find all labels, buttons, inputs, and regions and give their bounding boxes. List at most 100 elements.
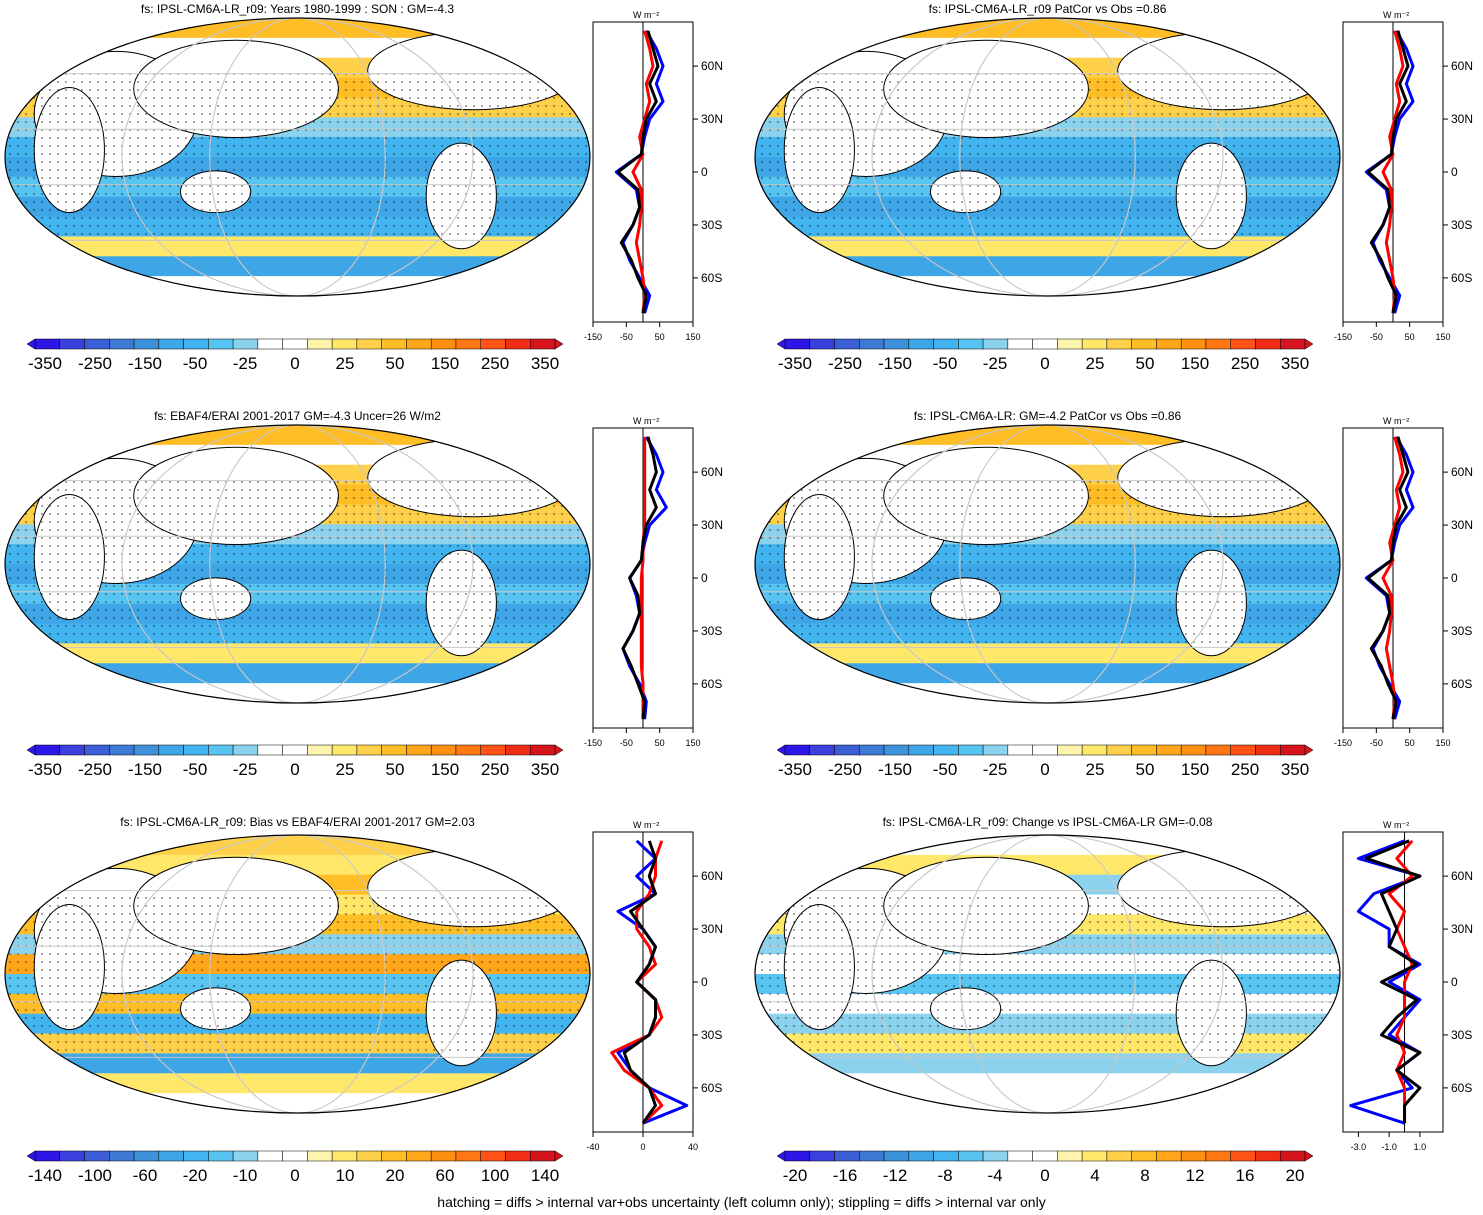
colorbar-tick-label: 250 bbox=[481, 760, 509, 779]
latitude-tick-label: 30S bbox=[701, 1028, 722, 1042]
units-label: W m⁻² bbox=[1383, 416, 1409, 426]
zonal-tick-label: -150 bbox=[1334, 332, 1352, 342]
zonal-series-line bbox=[631, 30, 655, 314]
colorbar-tick-label: 50 bbox=[386, 760, 405, 779]
colorbar-tick-label: -250 bbox=[828, 354, 862, 373]
latitude-tick-label: 30N bbox=[1451, 112, 1473, 126]
latitude-tick-label: 60S bbox=[1451, 677, 1472, 691]
zonal-series-line bbox=[610, 840, 664, 1125]
colorbar: -350 -250 -150 -50 -25 0 25 50 150 250 350 bbox=[26, 744, 564, 779]
colorbar-tick-label: -25 bbox=[233, 760, 258, 779]
units-label: W m⁻² bbox=[633, 820, 659, 830]
colorbar: -20 -16 -12 -8 -4 0 4 8 12 16 20 bbox=[776, 1150, 1314, 1185]
zonal-tick-label: -3.0 bbox=[1351, 1142, 1367, 1152]
zonal-tick-label: 50 bbox=[655, 738, 665, 748]
latitude-tick-label: 30N bbox=[1451, 922, 1473, 936]
colorbar-tick-label: -25 bbox=[983, 760, 1008, 779]
colorbar-tick-label: 250 bbox=[481, 354, 509, 373]
panel-title: fs: IPSL-CM6A-LR_r09: Change vs IPSL-CM6… bbox=[882, 815, 1213, 829]
zonal-series-line bbox=[621, 436, 658, 720]
zonal-series-line bbox=[616, 839, 689, 1125]
latitude-tick-label: 60N bbox=[701, 59, 723, 73]
colorbar-tick-label: 12 bbox=[1186, 1166, 1205, 1185]
colorbar-tick-label: 25 bbox=[1086, 354, 1105, 373]
zonal-tick-label: -150 bbox=[1334, 738, 1352, 748]
colorbar-tick-label: 0 bbox=[1040, 1166, 1049, 1185]
latitude-tick-label: 30S bbox=[701, 624, 722, 638]
zonal-tick-label: -150 bbox=[584, 332, 602, 342]
colorbar: -350 -250 -150 -50 -25 0 25 50 150 250 350 bbox=[776, 744, 1314, 779]
latitude-tick-label: 30N bbox=[701, 112, 723, 126]
zonal-mean-panel: W m⁻² 60N 30N 0 30S 60S -150 -50 50 150 bbox=[584, 416, 723, 748]
colorbar-tick-label: -150 bbox=[128, 354, 162, 373]
colorbar-tick-label: -350 bbox=[28, 760, 62, 779]
zonal-tick-label: 50 bbox=[655, 332, 665, 342]
colorbar-tick-label: -350 bbox=[778, 760, 812, 779]
colorbar-tick-label: 350 bbox=[531, 760, 559, 779]
colorbar-tick-label: -4 bbox=[987, 1166, 1002, 1185]
zonal-series-line bbox=[1364, 839, 1422, 1124]
zonal-series-line bbox=[1366, 30, 1410, 314]
colorbar-tick-label: 0 bbox=[1040, 760, 1049, 779]
colorbar-tick-label: 250 bbox=[1231, 354, 1259, 373]
colorbar-tick-label: -350 bbox=[778, 354, 812, 373]
zonal-series-line bbox=[1364, 30, 1415, 314]
colorbar: -140 -100 -60 -20 -10 0 10 20 60 100 140 bbox=[26, 1150, 564, 1185]
colorbar-tick-label: 4 bbox=[1090, 1166, 1099, 1185]
units-label: W m⁻² bbox=[1383, 10, 1409, 20]
colorbar-tick-label: -8 bbox=[937, 1166, 952, 1185]
colorbar-tick-label: 25 bbox=[1086, 760, 1105, 779]
zonal-mean-panel: W m⁻² 60N 30N 0 30S 60S -150 -50 50 150 bbox=[1334, 416, 1473, 748]
colorbar-tick-label: 350 bbox=[1281, 354, 1309, 373]
zonal-tick-label: 150 bbox=[1435, 332, 1450, 342]
panel-title: fs: IPSL-CM6A-LR_r09 PatCor vs Obs =0.86 bbox=[928, 2, 1167, 16]
latitude-tick-label: 60S bbox=[701, 677, 722, 691]
colorbar-tick-label: -50 bbox=[933, 760, 958, 779]
panel-title: fs: EBAF4/ERAI 2001-2017 GM=-4.3 Uncer=2… bbox=[154, 409, 441, 423]
latitude-tick-label: 30S bbox=[1451, 218, 1472, 232]
colorbar-tick-label: 0 bbox=[290, 1166, 299, 1185]
panel-title: fs: IPSL-CM6A-LR: GM=-4.2 PatCor vs Obs … bbox=[913, 409, 1182, 423]
latitude-tick-label: 0 bbox=[701, 975, 708, 989]
colorbar-tick-label: -140 bbox=[28, 1166, 62, 1185]
colorbar-tick-label: 100 bbox=[481, 1166, 509, 1185]
colorbar-tick-label: 50 bbox=[1136, 760, 1155, 779]
colorbar-tick-label: -20 bbox=[783, 1166, 808, 1185]
colorbar-tick-label: 20 bbox=[1286, 1166, 1305, 1185]
colorbar-tick-label: 150 bbox=[431, 354, 459, 373]
colorbar-tick-label: -250 bbox=[78, 354, 112, 373]
latitude-tick-label: 0 bbox=[701, 165, 708, 179]
colorbar-tick-label: -150 bbox=[878, 760, 912, 779]
colorbar-tick-label: -25 bbox=[983, 354, 1008, 373]
zonal-series-line bbox=[621, 436, 668, 720]
colorbar-tick-label: 25 bbox=[336, 354, 355, 373]
zonal-tick-label: 150 bbox=[1435, 738, 1450, 748]
latitude-tick-label: 0 bbox=[1451, 571, 1458, 585]
latitude-tick-label: 60N bbox=[1451, 59, 1473, 73]
zonal-series-line bbox=[1381, 436, 1405, 720]
zonal-tick-label: 50 bbox=[1405, 332, 1415, 342]
latitude-tick-label: 60S bbox=[701, 1081, 722, 1095]
colorbar-tick-label: 250 bbox=[1231, 760, 1259, 779]
latitude-tick-label: 60N bbox=[1451, 869, 1473, 883]
colorbar-tick-label: 16 bbox=[1236, 1166, 1255, 1185]
latitude-tick-label: 60N bbox=[701, 869, 723, 883]
units-label: W m⁻² bbox=[633, 10, 659, 20]
colorbar-tick-label: 150 bbox=[431, 760, 459, 779]
latitude-tick-label: 60N bbox=[701, 465, 723, 479]
zonal-tick-label: 40 bbox=[688, 1142, 698, 1152]
zonal-tick-label: 0 bbox=[640, 1142, 645, 1152]
latitude-tick-label: 30S bbox=[701, 218, 722, 232]
latitude-tick-label: 60N bbox=[1451, 465, 1473, 479]
colorbar-tick-label: 25 bbox=[336, 760, 355, 779]
zonal-series-line bbox=[614, 30, 665, 314]
colorbar-tick-label: -16 bbox=[833, 1166, 858, 1185]
zonal-tick-label: -50 bbox=[1370, 332, 1383, 342]
colorbar-tick-label: -50 bbox=[183, 760, 208, 779]
